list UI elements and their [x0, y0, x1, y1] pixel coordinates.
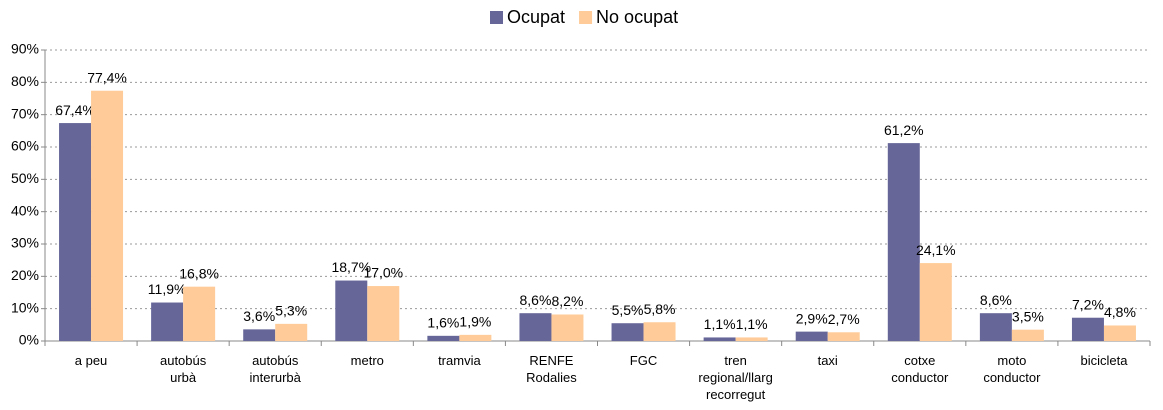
bar — [551, 314, 584, 341]
x-tick-label: metro — [350, 353, 384, 368]
bar — [827, 332, 860, 341]
y-tick-label: 0% — [19, 332, 39, 348]
y-tick-label: 80% — [11, 73, 39, 89]
value-label: 18,7% — [331, 259, 371, 275]
bar — [459, 334, 492, 341]
value-label: 11,9% — [148, 281, 187, 297]
value-label: 3,5% — [1012, 308, 1044, 324]
value-label: 7,2% — [1072, 296, 1104, 312]
bar — [367, 286, 400, 341]
bar — [183, 286, 216, 341]
x-tick-label: a peu — [74, 353, 108, 368]
bar — [887, 143, 920, 341]
value-label: 8,6% — [980, 292, 1012, 308]
x-tick-label: bicicleta — [1080, 353, 1128, 368]
bar — [1011, 329, 1044, 341]
y-tick-label: 70% — [11, 105, 39, 121]
bar — [59, 123, 92, 341]
bar — [643, 322, 676, 341]
value-label: 1,6% — [427, 315, 459, 331]
value-label: 2,9% — [796, 310, 828, 326]
value-label: 4,8% — [1104, 304, 1136, 320]
bar — [1103, 325, 1136, 341]
x-tick-label: RENFE Rodalies — [526, 353, 577, 385]
x-tick-label: autobús interurbà — [249, 353, 301, 385]
y-tick-label: 20% — [11, 267, 39, 283]
x-tick-label: taxi — [817, 353, 838, 368]
bar — [335, 280, 368, 341]
x-tick-label: tramvia — [438, 353, 481, 368]
value-label: 24,1% — [916, 242, 956, 258]
y-tick-label: 90% — [11, 41, 39, 57]
value-label: 3,6% — [243, 308, 275, 324]
bar — [979, 313, 1012, 341]
y-tick-label: 10% — [11, 299, 39, 315]
value-label: 77,4% — [87, 69, 127, 85]
bar — [611, 323, 644, 341]
y-tick-label: 50% — [11, 170, 39, 186]
value-label: 5,5% — [612, 302, 644, 318]
y-tick-label: 60% — [11, 138, 39, 154]
legend-swatch — [579, 11, 593, 24]
y-tick-label: 40% — [11, 202, 39, 218]
value-label: 61,2% — [884, 122, 924, 138]
x-tick-label: tren regional/llarg recorregut — [698, 353, 773, 402]
y-tick-label: 30% — [11, 235, 39, 251]
legend-label: Ocupat — [507, 7, 565, 27]
bar — [427, 335, 460, 341]
value-label: 2,7% — [828, 311, 860, 327]
bar — [151, 302, 184, 341]
value-label: 16,8% — [179, 265, 219, 281]
value-label: 5,3% — [275, 303, 307, 319]
value-label: 1,9% — [459, 314, 491, 330]
x-tick-label: autobús urbà — [159, 353, 207, 385]
value-label: 17,0% — [363, 265, 403, 281]
x-tick-label: cotxe conductor — [891, 353, 949, 385]
value-label: 1,1% — [704, 316, 736, 332]
bar — [243, 329, 276, 341]
value-label: 67,4% — [55, 102, 95, 118]
bar — [703, 337, 736, 341]
x-tick-label: FGC — [629, 353, 658, 368]
bar — [1071, 317, 1104, 341]
legend-swatch — [490, 11, 503, 24]
value-label: 8,2% — [551, 293, 583, 309]
bar — [275, 323, 308, 341]
value-label: 5,8% — [644, 301, 676, 317]
bar — [795, 331, 828, 341]
bar — [519, 313, 552, 341]
legend-label: No ocupat — [596, 7, 678, 27]
bar — [91, 90, 124, 342]
x-tick-label: moto conductor — [983, 353, 1041, 385]
value-label: 8,6% — [519, 292, 551, 308]
bar — [919, 263, 952, 341]
value-label: 1,1% — [736, 316, 768, 332]
bar — [735, 337, 768, 341]
